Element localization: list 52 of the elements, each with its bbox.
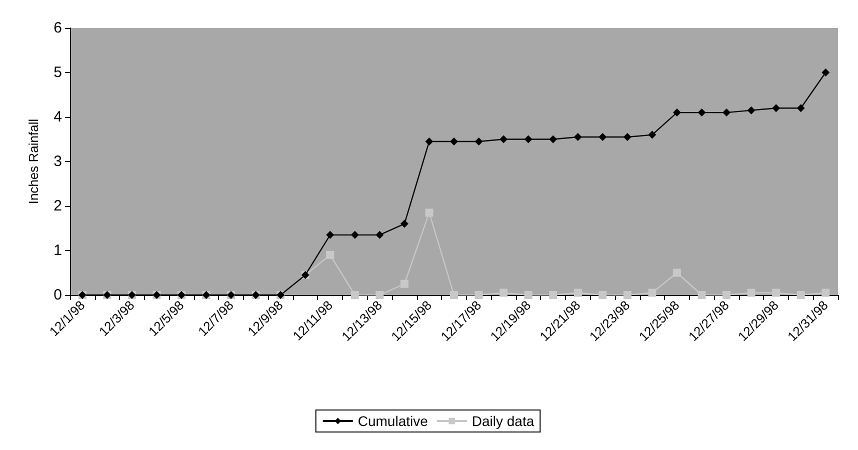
point <box>623 133 632 142</box>
point <box>722 108 731 117</box>
point <box>400 220 408 228</box>
y-tick-label: 6 <box>54 20 62 36</box>
point <box>500 288 508 297</box>
legend-label: Daily data <box>472 413 534 429</box>
point <box>574 288 582 297</box>
point <box>326 230 334 239</box>
y-tick-label: 5 <box>54 64 62 81</box>
point <box>672 108 681 117</box>
point <box>425 208 434 217</box>
point <box>350 230 359 239</box>
point <box>747 106 756 114</box>
point <box>648 130 656 139</box>
point <box>672 268 681 277</box>
point <box>500 135 508 144</box>
point <box>772 104 780 112</box>
point <box>822 288 830 297</box>
y-tick-label: 4 <box>54 108 62 126</box>
point <box>822 68 830 76</box>
point <box>698 291 706 299</box>
point <box>772 288 780 297</box>
point <box>747 288 756 297</box>
point <box>400 280 408 288</box>
point <box>376 291 384 299</box>
point <box>474 137 483 146</box>
point <box>450 291 458 299</box>
y-axis-title: Inches Rainfall <box>26 118 41 204</box>
point <box>524 291 532 299</box>
point <box>450 137 458 146</box>
point <box>722 291 731 299</box>
point <box>598 291 607 299</box>
y-tick-label: 2 <box>54 198 62 214</box>
point <box>326 250 334 259</box>
point <box>376 230 384 239</box>
y-tick-label: 3 <box>54 153 62 170</box>
legend-label: Cumulative <box>358 413 428 429</box>
point <box>574 133 582 142</box>
point <box>524 135 532 144</box>
y-tick-label: 0 <box>54 286 62 304</box>
point <box>425 137 434 146</box>
y-tick-label: 1 <box>54 242 62 259</box>
point <box>549 291 558 299</box>
point <box>598 133 607 142</box>
point <box>474 291 483 299</box>
point <box>549 135 558 144</box>
point <box>623 291 632 299</box>
point <box>648 288 656 297</box>
point <box>796 104 805 112</box>
point <box>698 108 706 117</box>
point <box>796 291 805 299</box>
point <box>350 291 359 299</box>
